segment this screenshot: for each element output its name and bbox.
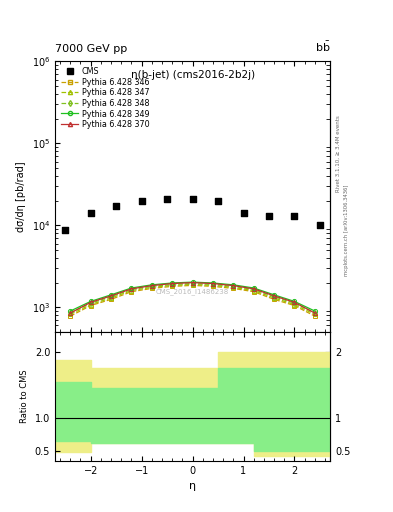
Y-axis label: Ratio to CMS: Ratio to CMS [20,370,29,423]
Point [88,209,94,218]
Point [266,212,272,220]
Point [164,195,170,203]
Y-axis label: dσ/dη [pb/rad]: dσ/dη [pb/rad] [16,161,26,232]
Point [62,226,68,234]
Point [291,212,298,220]
Text: η(b-jet) (cms2016-2b2j): η(b-jet) (cms2016-2b2j) [130,70,255,79]
Point [215,197,221,205]
Point [189,195,196,203]
Text: 7000 GeV pp: 7000 GeV pp [55,44,127,54]
Point [241,209,247,218]
Legend: CMS, Pythia 6.428 346, Pythia 6.428 347, Pythia 6.428 348, Pythia 6.428 349, Pyt: CMS, Pythia 6.428 346, Pythia 6.428 347,… [58,65,152,132]
Text: mcplots.cern.ch [arXiv:1306.3436]: mcplots.cern.ch [arXiv:1306.3436] [344,185,349,276]
X-axis label: η: η [189,481,196,491]
Text: CMS_2016_I1486238: CMS_2016_I1486238 [156,288,229,295]
Text: Rivet 3.1.10, ≥ 3.4M events: Rivet 3.1.10, ≥ 3.4M events [336,115,341,192]
Point [113,202,119,210]
Point [138,197,145,205]
Text: b$\bar{\mathrm{b}}$: b$\bar{\mathrm{b}}$ [315,39,330,54]
Point [317,221,323,229]
